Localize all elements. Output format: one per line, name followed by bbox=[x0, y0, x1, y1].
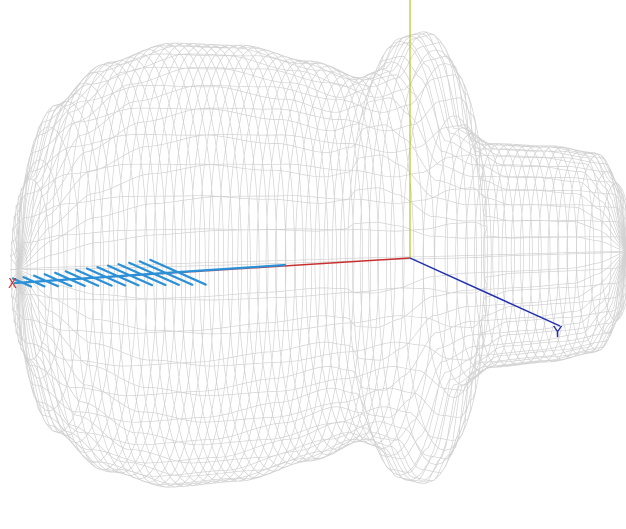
mesh-line bbox=[163, 45, 260, 484]
page: {"axes": {"x_label": "X", "y_label": "Y"… bbox=[0, 0, 626, 529]
mesh-line bbox=[18, 155, 626, 270]
mesh-line bbox=[18, 252, 626, 367]
pattern-view: X Y bbox=[0, 0, 626, 529]
mesh-line bbox=[16, 98, 626, 270]
mesh-line bbox=[12, 155, 626, 270]
mesh-line bbox=[154, 44, 251, 485]
radiation-pattern-mesh bbox=[10, 32, 626, 487]
antenna-elements bbox=[13, 260, 285, 287]
y-axis-label: Y bbox=[552, 323, 563, 341]
x-axis-label: X bbox=[8, 277, 17, 292]
mesh-line bbox=[12, 252, 626, 367]
mesh-line bbox=[58, 64, 147, 470]
mesh-line bbox=[10, 252, 626, 270]
mesh-line bbox=[266, 61, 354, 461]
mesh-line bbox=[209, 47, 304, 478]
